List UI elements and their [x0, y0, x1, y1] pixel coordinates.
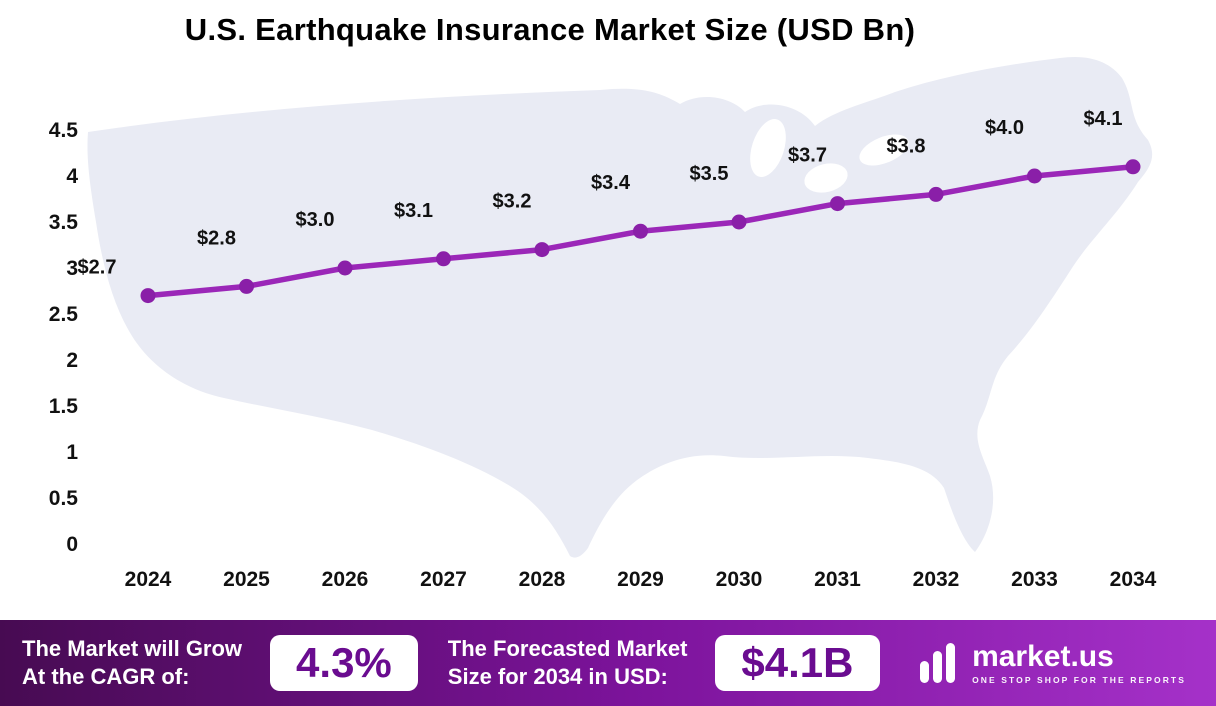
- footer-banner: The Market will Grow At the CAGR of: 4.3…: [0, 620, 1216, 706]
- x-axis-tick-label: 2031: [814, 568, 861, 591]
- cagr-label-line1: The Market will Grow: [22, 635, 243, 661]
- lake-shape: [750, 119, 786, 177]
- data-point: [633, 223, 648, 239]
- cagr-label-line2: At the CAGR of:: [22, 664, 190, 689]
- data-point: [1125, 159, 1141, 175]
- y-axis-tick-label: 1.5: [49, 395, 79, 418]
- data-point: [337, 260, 353, 276]
- x-axis-tick-label: 2026: [322, 568, 369, 591]
- marketus-logo-text: market.us ONE STOP SHOP FOR THE REPORTS: [972, 639, 1186, 685]
- data-point-label: $3.0: [296, 209, 335, 231]
- x-axis-tick-label: 2029: [617, 568, 664, 591]
- data-point: [436, 251, 451, 267]
- line-chart: 0 0.5 1 1.5 2 2.5 3 3.5 4 4.5 2024 2025 2026 2027 2028…: [49, 56, 1157, 591]
- data-point-label: $2.8: [197, 227, 236, 249]
- data-point-label: $3.1: [394, 200, 433, 222]
- y-axis-tick-label: 3: [66, 257, 78, 280]
- x-axis-tick-label: 2027: [420, 568, 467, 591]
- y-axis-tick-label: 4.5: [49, 119, 79, 142]
- data-point-label: $3.8: [887, 135, 926, 157]
- data-point-label: $3.7: [788, 145, 827, 167]
- data-point-label: $3.2: [493, 191, 532, 213]
- x-axis-tick-label: 2028: [519, 568, 566, 591]
- cagr-label: The Market will Grow At the CAGR of:: [22, 635, 242, 691]
- chart-title: U.S. Earthquake Insurance Market Size (U…: [184, 12, 916, 47]
- data-point: [534, 242, 550, 258]
- data-point: [928, 186, 944, 202]
- x-axis-tick-label: 2025: [223, 568, 270, 591]
- y-axis-tick-label: 0: [66, 533, 78, 556]
- x-axis-tick-label: 2034: [1110, 568, 1157, 591]
- forecast-label-line2: Size for 2034 in USD:: [447, 664, 668, 689]
- x-axis-tick-label: 2033: [1011, 568, 1058, 591]
- lake-shape: [804, 163, 848, 193]
- brand-tagline: ONE STOP SHOP FOR THE REPORTS: [972, 674, 1186, 685]
- marketus-logo-icon: [920, 643, 956, 683]
- data-point-label: $3.4: [591, 172, 631, 194]
- data-point: [830, 196, 845, 212]
- y-axis-tick-label: 4: [66, 165, 78, 188]
- x-axis-tick-label: 2030: [716, 568, 763, 591]
- x-axis-tick-label: 2024: [125, 568, 172, 591]
- y-axis-tick-label: 2: [66, 349, 78, 372]
- y-axis-tick-label: 0.5: [49, 487, 79, 510]
- data-point-label: $2.7: [78, 257, 117, 279]
- forecast-value-badge: $4.1B: [715, 634, 880, 692]
- cagr-value-badge: 4.3%: [270, 634, 418, 692]
- y-axis-tick-label: 1: [66, 441, 78, 464]
- lake-shape: [859, 134, 909, 166]
- usa-map-silhouette: [87, 56, 1153, 558]
- y-axis-tick-label: 3.5: [49, 211, 79, 234]
- data-point-label: $4.1: [1084, 108, 1123, 130]
- data-point-label: $4.0: [985, 117, 1024, 139]
- data-point: [239, 278, 254, 294]
- marketus-logo: market.us ONE STOP SHOP FOR THE REPORTS: [916, 641, 1194, 685]
- data-point: [731, 214, 747, 230]
- y-axis-tick-label: 2.5: [49, 303, 79, 326]
- forecast-label: The Forecasted Market Size for 2034 in U…: [448, 635, 688, 691]
- brand-name: market.us: [972, 639, 1114, 673]
- x-axis-tick-label: 2032: [913, 568, 960, 591]
- forecast-label-line1: The Forecasted Market: [447, 635, 688, 661]
- data-point-label: $3.5: [690, 163, 729, 185]
- data-point: [1027, 168, 1042, 184]
- data-point: [140, 288, 156, 304]
